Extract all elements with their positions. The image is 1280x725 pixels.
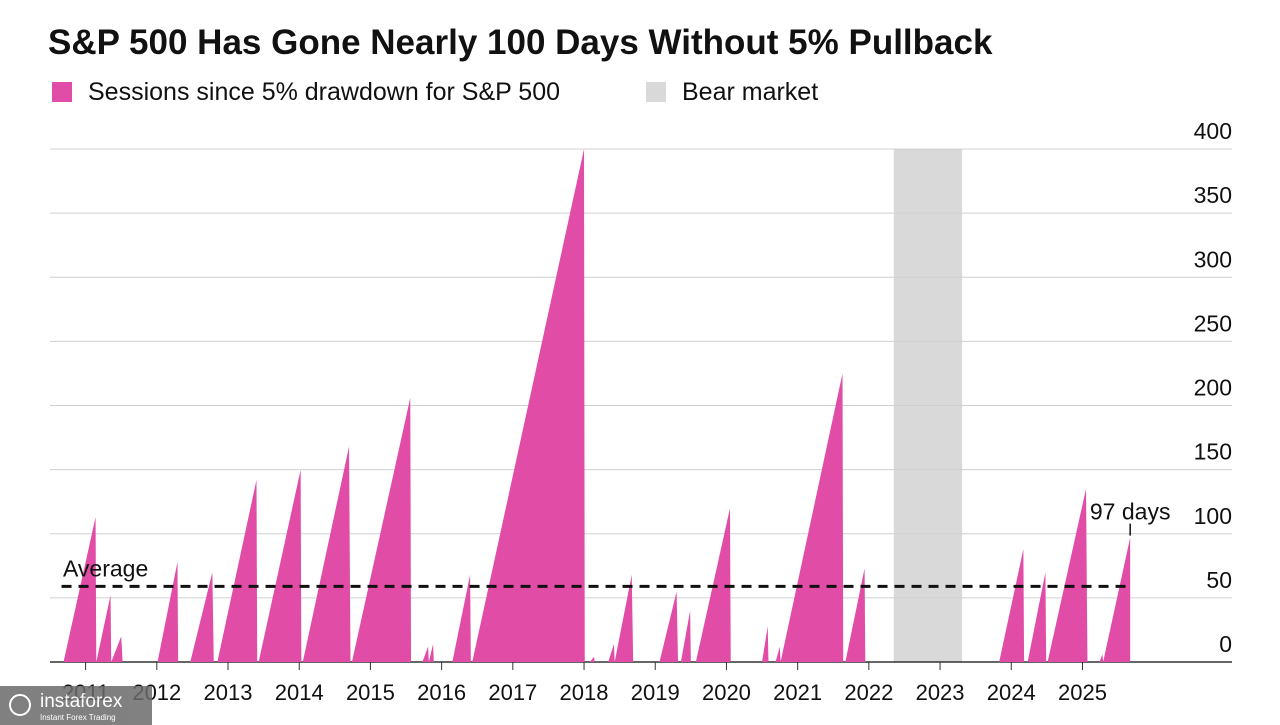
x-tick-label: 2013 bbox=[204, 680, 253, 705]
legend-swatch bbox=[52, 82, 72, 102]
y-tick-label: 300 bbox=[1194, 246, 1232, 272]
x-tick-label: 2020 bbox=[702, 680, 751, 705]
x-tick-label: 2024 bbox=[987, 680, 1036, 705]
y-tick-label: 150 bbox=[1194, 439, 1232, 465]
annotation-label: 97 days bbox=[1090, 499, 1171, 525]
watermark-tagline: Instant Forex Trading bbox=[40, 713, 116, 722]
y-tick-label: 200 bbox=[1194, 375, 1232, 401]
watermark-icon bbox=[9, 694, 31, 716]
y-tick-label: 250 bbox=[1194, 310, 1232, 336]
chart-title: S&P 500 Has Gone Nearly 100 Days Without… bbox=[48, 23, 993, 62]
x-tick-label: 2022 bbox=[844, 680, 893, 705]
x-tick-label: 2018 bbox=[560, 680, 609, 705]
y-tick-label: 350 bbox=[1194, 182, 1232, 208]
x-tick-label: 2021 bbox=[773, 680, 822, 705]
x-tick-label: 2025 bbox=[1058, 680, 1107, 705]
legend-swatch bbox=[646, 82, 666, 102]
x-tick-label: 2017 bbox=[488, 680, 537, 705]
watermark-bg bbox=[0, 686, 152, 725]
y-tick-label: 100 bbox=[1194, 503, 1232, 529]
y-tick-label: 50 bbox=[1206, 567, 1232, 593]
legend: Sessions since 5% drawdown for S&P 500 B… bbox=[52, 78, 818, 106]
watermark: instaforex Instant Forex Trading bbox=[0, 686, 152, 725]
y-tick-label: 0 bbox=[1219, 631, 1232, 657]
x-tick-label: 2014 bbox=[275, 680, 324, 705]
y-tick-label: 400 bbox=[1194, 118, 1232, 144]
average-label: Average bbox=[63, 555, 148, 581]
x-tick-label: 2016 bbox=[417, 680, 466, 705]
legend-label: Sessions since 5% drawdown for S&P 500 bbox=[88, 78, 560, 106]
x-tick-label: 2015 bbox=[346, 680, 395, 705]
x-tick-label: 2023 bbox=[916, 680, 965, 705]
x-tick-label: 2019 bbox=[631, 680, 680, 705]
legend-label: Bear market bbox=[682, 78, 818, 106]
watermark-brand: instaforex bbox=[40, 691, 123, 712]
area bbox=[63, 149, 1131, 662]
